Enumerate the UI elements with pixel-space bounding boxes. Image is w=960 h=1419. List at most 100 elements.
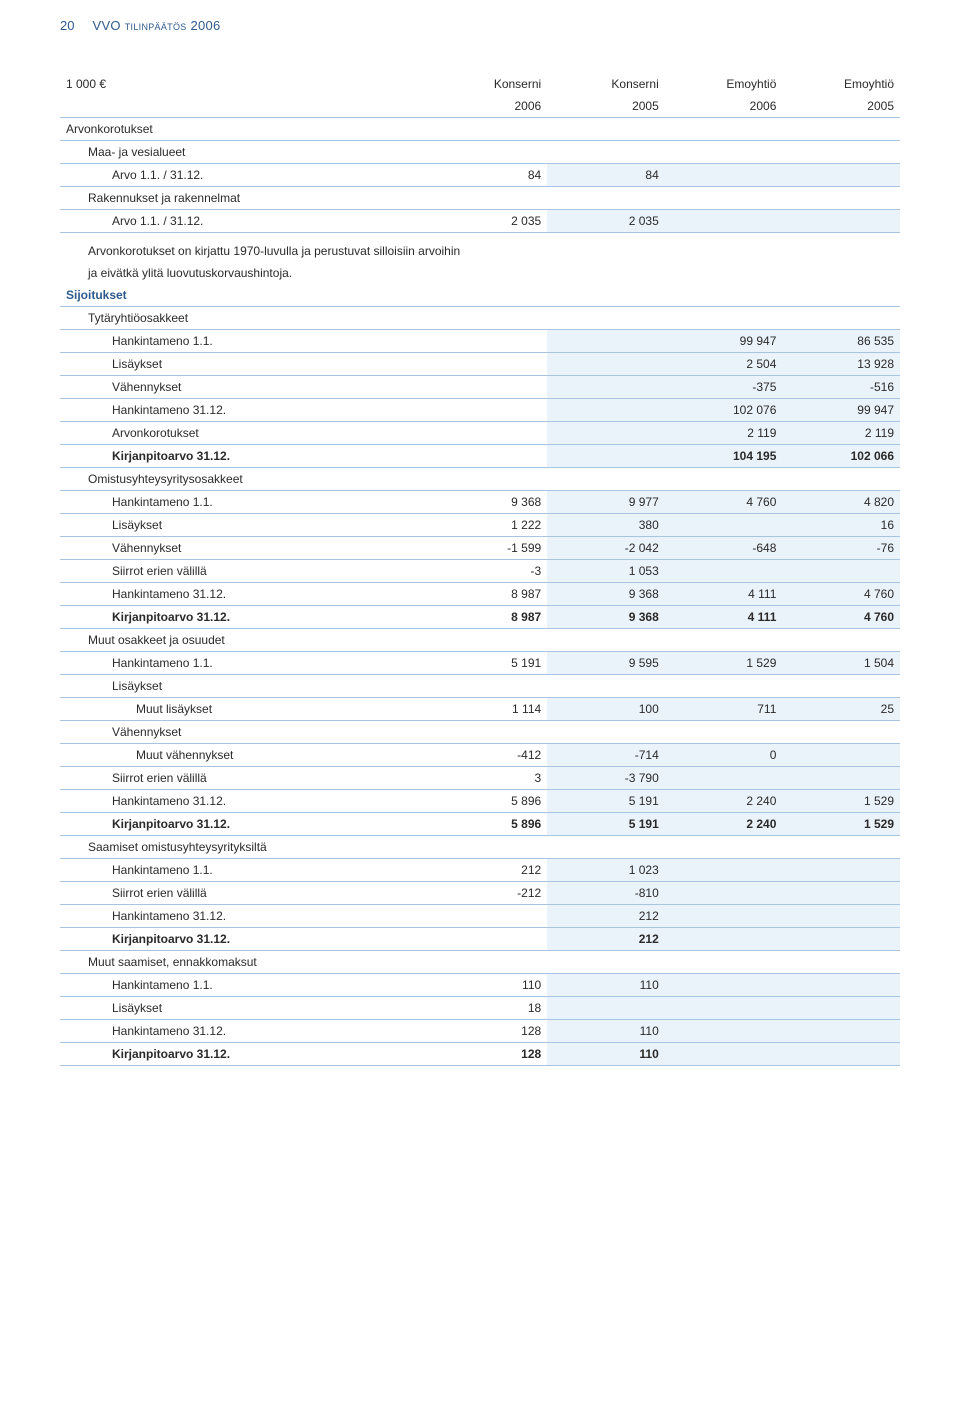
doc-title: VVO tilinpäätös 2006 — [92, 18, 220, 33]
cell: 2 240 — [665, 789, 783, 812]
cell: 3 — [430, 766, 548, 789]
cell: -3 790 — [547, 766, 665, 789]
col-year: 2005 — [782, 95, 900, 118]
col-head: Konserni — [547, 73, 665, 95]
table-row: Hankintameno 1.1. 110 110 — [60, 973, 900, 996]
cell — [547, 375, 665, 398]
cell: -412 — [430, 743, 548, 766]
row-label: Hankintameno 1.1. — [60, 651, 430, 674]
cell: 5 191 — [547, 812, 665, 835]
section-heading-row: Sijoitukset — [60, 284, 900, 307]
table-row: Muut osakkeet ja osuudet — [60, 628, 900, 651]
table-row: Tytäryhtiöosakkeet — [60, 306, 900, 329]
cell: -714 — [547, 743, 665, 766]
cell — [430, 444, 548, 467]
row-label: Vähennykset — [60, 375, 430, 398]
table-row: Kirjanpitoarvo 31.12. 128 110 — [60, 1042, 900, 1065]
table-row: Hankintameno 31.12. 5 896 5 191 2 240 1 … — [60, 789, 900, 812]
table-row: Hankintameno 31.12. 102 076 99 947 — [60, 398, 900, 421]
cell: 8 987 — [430, 582, 548, 605]
cell: 9 368 — [547, 582, 665, 605]
cell: 0 — [665, 743, 783, 766]
page-number: 20 — [60, 18, 74, 33]
unit-label: 1 000 € — [60, 73, 430, 95]
cell: 110 — [430, 973, 548, 996]
table-row: Kirjanpitoarvo 31.12. 212 — [60, 927, 900, 950]
cell — [430, 398, 548, 421]
row-label: Lisäykset — [60, 674, 430, 697]
table-row: Hankintameno 31.12. 128 110 — [60, 1019, 900, 1042]
cell: -2 042 — [547, 536, 665, 559]
cell: 212 — [547, 927, 665, 950]
table-row: Kirjanpitoarvo 31.12. 104 195 102 066 — [60, 444, 900, 467]
cell: 9 595 — [547, 651, 665, 674]
cell: -516 — [782, 375, 900, 398]
cell: 84 — [547, 164, 665, 187]
financial-table: 1 000 € Konserni Konserni Emoyhtiö Emoyh… — [60, 73, 900, 1066]
table-row: Muut vähennykset -412 -714 0 — [60, 743, 900, 766]
cell — [782, 210, 900, 233]
cell — [665, 927, 783, 950]
cell: 102 066 — [782, 444, 900, 467]
row-label: Muut saamiset, ennakkomaksut — [60, 950, 430, 973]
table-row: Omistusyhteysyritysosakkeet — [60, 467, 900, 490]
cell: -3 — [430, 559, 548, 582]
row-label: Rakennukset ja rakennelmat — [60, 187, 430, 210]
table-row: Siirrot erien välillä -3 1 053 — [60, 559, 900, 582]
cell — [430, 904, 548, 927]
section-heading: Sijoitukset — [60, 284, 430, 307]
cell: 102 076 — [665, 398, 783, 421]
cell: 1 529 — [782, 789, 900, 812]
row-label: Hankintameno 31.12. — [60, 398, 430, 421]
cell: -1 599 — [430, 536, 548, 559]
row-label: Lisäykset — [60, 352, 430, 375]
row-label: Kirjanpitoarvo 31.12. — [60, 927, 430, 950]
cell: 9 977 — [547, 490, 665, 513]
cell — [665, 559, 783, 582]
table-row: Maa- ja vesialueet — [60, 141, 900, 164]
cell: -375 — [665, 375, 783, 398]
cell — [782, 996, 900, 1019]
cell: 86 535 — [782, 329, 900, 352]
cell: 380 — [547, 513, 665, 536]
cell: -810 — [547, 881, 665, 904]
table-row: Lisäykset 18 — [60, 996, 900, 1019]
row-label: Lisäykset — [60, 513, 430, 536]
row-label: Kirjanpitoarvo 31.12. — [60, 605, 430, 628]
page-header: 20 VVO tilinpäätös 2006 — [60, 18, 900, 33]
table-row: Kirjanpitoarvo 31.12. 5 896 5 191 2 240 … — [60, 812, 900, 835]
cell: 2 504 — [665, 352, 783, 375]
cell — [547, 398, 665, 421]
col-year: 2006 — [430, 95, 548, 118]
table-row: Vähennykset -1 599 -2 042 -648 -76 — [60, 536, 900, 559]
row-label: Arvo 1.1. / 31.12. — [60, 164, 430, 187]
row-label: Muut vähennykset — [60, 743, 430, 766]
cell — [665, 766, 783, 789]
table-row: Hankintameno 1.1. 212 1 023 — [60, 858, 900, 881]
row-label: Hankintameno 1.1. — [60, 490, 430, 513]
cell: 5 896 — [430, 789, 548, 812]
cell — [430, 421, 548, 444]
cell — [782, 559, 900, 582]
table-row: Muut lisäykset 1 114 100 711 25 — [60, 697, 900, 720]
cell — [430, 375, 548, 398]
table-row: Vähennykset — [60, 720, 900, 743]
cell: 110 — [547, 973, 665, 996]
cell — [782, 164, 900, 187]
cell: 84 — [430, 164, 548, 187]
table-row: Siirrot erien välillä -212 -810 — [60, 881, 900, 904]
cell — [665, 1042, 783, 1065]
page: 20 VVO tilinpäätös 2006 1 000 € Konserni… — [0, 0, 960, 1106]
note-text: ja eivätkä ylitä luovutuskorvaushintoja. — [60, 262, 900, 284]
table-row: Hankintameno 31.12. 212 — [60, 904, 900, 927]
cell — [665, 858, 783, 881]
cell: 5 191 — [547, 789, 665, 812]
col-head: Emoyhtiö — [782, 73, 900, 95]
cell: 110 — [547, 1042, 665, 1065]
row-label: Arvo 1.1. / 31.12. — [60, 210, 430, 233]
col-year: 2005 — [547, 95, 665, 118]
cell — [782, 766, 900, 789]
cell: 4 111 — [665, 582, 783, 605]
cell — [782, 904, 900, 927]
row-label: Vähennykset — [60, 720, 430, 743]
